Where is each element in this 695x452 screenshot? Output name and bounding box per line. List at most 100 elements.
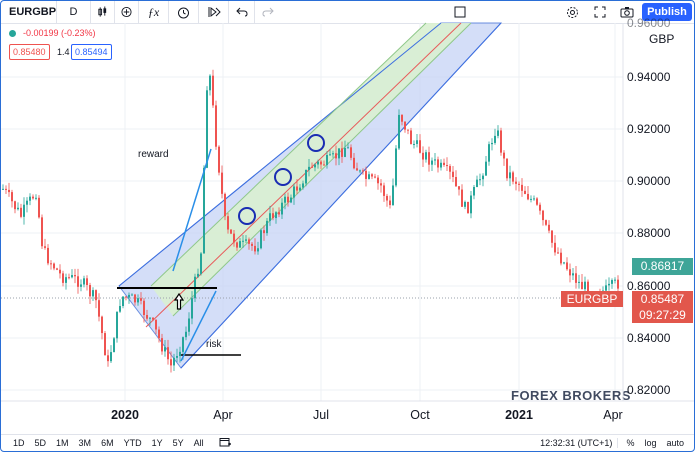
candle-body xyxy=(278,212,280,215)
candle-body xyxy=(242,240,244,242)
regression-channel[interactable] xyxy=(118,22,503,369)
range-button[interactable]: All xyxy=(193,438,204,448)
publish-button[interactable]: Publish xyxy=(642,3,692,21)
candle-body xyxy=(536,198,538,205)
candle-body xyxy=(434,159,436,161)
candle-body xyxy=(356,168,358,171)
candle-body xyxy=(581,281,583,290)
candle-body xyxy=(110,352,112,362)
alert-icon[interactable] xyxy=(169,1,199,23)
candle-body xyxy=(353,157,355,169)
candle-body xyxy=(89,285,91,297)
candle-body xyxy=(491,142,493,145)
candle-body xyxy=(125,296,127,298)
candle-body xyxy=(218,146,220,173)
candle-body xyxy=(323,164,325,166)
candle-body xyxy=(293,186,295,198)
indicators-icon[interactable]: ƒx xyxy=(139,1,169,23)
range-button[interactable]: 1Y xyxy=(151,438,163,448)
candle-body xyxy=(476,179,478,188)
candle-body xyxy=(149,317,151,319)
candle-body xyxy=(257,248,259,252)
candle-body xyxy=(410,130,412,145)
interval-button[interactable]: D xyxy=(57,1,91,23)
range-button[interactable]: 5D xyxy=(34,438,47,448)
candle-body xyxy=(107,355,109,362)
add-compare-icon[interactable] xyxy=(115,1,139,23)
price-axis-currency: GBP xyxy=(649,32,674,46)
risk-label: risk xyxy=(206,339,223,350)
candle-body xyxy=(32,196,34,199)
percent-toggle[interactable]: % xyxy=(626,438,635,448)
candle-body xyxy=(584,281,586,290)
candle-body xyxy=(419,140,421,153)
candle-body xyxy=(296,186,298,191)
reward-label: reward xyxy=(138,149,169,160)
highlight-circle[interactable] xyxy=(274,168,292,186)
channel-inner-line xyxy=(172,22,472,317)
candle-body xyxy=(488,144,490,162)
range-button[interactable]: 1M xyxy=(56,438,69,448)
price-axis-label: 0.84000 xyxy=(627,331,671,345)
candle-body xyxy=(134,294,136,303)
log-toggle[interactable]: log xyxy=(644,438,657,448)
candle-body xyxy=(443,162,445,166)
candles-style-icon[interactable] xyxy=(91,1,115,23)
replay-icon[interactable] xyxy=(199,1,229,23)
candle-body xyxy=(137,298,139,303)
range-button[interactable]: 1D xyxy=(13,438,25,448)
up-arrow-icon[interactable] xyxy=(173,292,185,310)
ask-price-box[interactable]: 0.85494 xyxy=(71,44,112,60)
candle-body xyxy=(227,216,229,230)
layout-icon[interactable] xyxy=(449,1,471,23)
candle-body xyxy=(101,316,103,334)
symbol-search-button[interactable]: EURGBP xyxy=(1,1,57,23)
candle-body xyxy=(158,329,160,339)
candle-body xyxy=(131,294,133,296)
candle-body xyxy=(146,315,148,319)
candle-body xyxy=(179,351,181,357)
bottom-toolbar: 1D 5D 1M 3M 6M YTD 1Y 5Y All 12:32:31 (U… xyxy=(1,434,694,451)
candle-body xyxy=(167,347,169,360)
auto-toggle[interactable]: auto xyxy=(666,438,684,448)
range-button[interactable]: YTD xyxy=(123,438,142,448)
candle-body xyxy=(119,306,121,312)
range-button[interactable]: 3M xyxy=(78,438,92,448)
candle-body xyxy=(479,179,481,181)
fullscreen-icon[interactable] xyxy=(589,1,611,23)
price-axis-label: 0.82000 xyxy=(627,383,671,397)
undo-icon[interactable] xyxy=(229,1,255,23)
candle-body xyxy=(458,186,460,190)
settings-gear-icon[interactable] xyxy=(561,1,583,23)
candle-body xyxy=(197,273,199,277)
candle-body xyxy=(59,269,61,274)
candle-body xyxy=(29,196,31,201)
candle-body xyxy=(86,278,88,286)
redo-icon[interactable] xyxy=(255,1,281,23)
range-button[interactable]: 5Y xyxy=(172,438,184,448)
candle-body xyxy=(554,242,556,253)
candle-body xyxy=(20,207,22,217)
candle-body xyxy=(374,176,376,178)
candle-body xyxy=(230,229,232,234)
highlight-circle[interactable] xyxy=(307,134,325,152)
highlight-circle[interactable] xyxy=(238,207,256,225)
bid-price-box[interactable]: 0.85480 xyxy=(9,44,50,60)
reward-trend-line[interactable] xyxy=(172,148,212,272)
candle-body xyxy=(65,277,67,283)
candle-body xyxy=(611,280,613,284)
candle-body xyxy=(224,193,226,217)
candle-body xyxy=(176,356,178,358)
last-price-value: 0.85487 xyxy=(640,292,685,306)
time-axis-label: 2020 xyxy=(111,408,139,422)
clock-time[interactable]: 12:32:31 (UTC+1) xyxy=(535,438,619,448)
price-chart[interactable]: reward risk FOREX BROKERS GBP 0.96000 0.… xyxy=(1,1,694,434)
date-range-icon[interactable] xyxy=(209,437,236,449)
range-button[interactable]: 6M xyxy=(101,438,114,448)
camera-icon[interactable] xyxy=(616,1,638,23)
candle-body xyxy=(14,201,16,210)
risk-trend-line[interactable] xyxy=(180,290,217,362)
candle-body xyxy=(269,213,271,221)
candle-body xyxy=(290,197,292,203)
candle-body xyxy=(455,177,457,187)
